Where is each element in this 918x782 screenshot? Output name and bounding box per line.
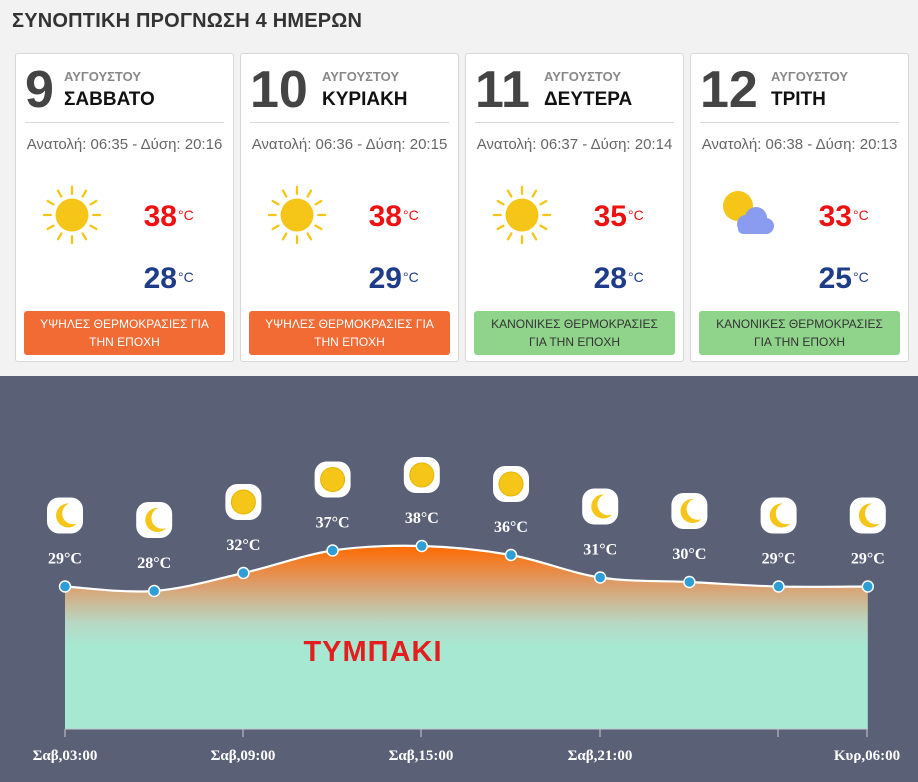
moon-icon <box>582 488 619 525</box>
day-number: 12 <box>700 61 758 119</box>
temp-label: 36°C <box>494 519 528 536</box>
month-label: ΑΥΓΟΥΣΤΟΥ <box>544 69 622 84</box>
temp-label: 38°C <box>405 510 439 527</box>
sun-icon <box>41 184 105 245</box>
sunrise-sunset: Ανατολή: 06:38 - Δύση: 20:13 <box>701 136 898 153</box>
forecast-card: 11 ΑΥΓΟΥΣΤΟΥ ΔΕΥΤΕΡΑ Ανατολή: 06:37 - Δύ… <box>465 53 684 362</box>
min-temp: 28 <box>143 262 177 295</box>
max-temp: 38 <box>143 200 177 233</box>
moon-icon <box>136 502 173 538</box>
sunrise-sunset: Ανατολή: 06:36 - Δύση: 20:15 <box>251 136 448 153</box>
data-point <box>683 575 696 589</box>
data-point <box>326 544 339 557</box>
min-temp-unit: °C <box>403 269 419 285</box>
min-temp: 28 <box>593 262 627 295</box>
temperature-area <box>65 545 868 729</box>
max-temp-unit: °C <box>403 207 419 223</box>
data-point <box>237 566 250 580</box>
weekday-label: ΚΥΡΙΑΚΗ <box>322 89 408 110</box>
x-tick-label: Σαβ,09:00 <box>211 748 276 764</box>
temperature-badge: ΥΨΗΛΕΣ ΘΕΡΜΟΚΡΑΣΙΕΣ ΓΙΑ ΤΗΝ ΕΠΟΧΗ <box>24 311 225 355</box>
x-tick-label: Σαβ,21:00 <box>568 748 633 764</box>
min-temp-unit: °C <box>178 269 194 285</box>
sunrise-sunset: Ανατολή: 06:35 - Δύση: 20:16 <box>26 136 223 153</box>
data-point <box>147 584 161 598</box>
forecast-card: 10 ΑΥΓΟΥΣΤΟΥ ΚΥΡΙΑΚΗ Ανατολή: 06:36 - Δύ… <box>240 53 459 362</box>
max-temp: 33 <box>818 200 852 233</box>
data-point <box>415 539 429 553</box>
min-temp: 29 <box>368 262 402 295</box>
hourly-temperature-chart: 29°C 28°C 32°C 37°C 38°C 36°C 31°C 30°C 29°C 29°C… <box>0 376 918 782</box>
max-temp-unit: °C <box>628 207 644 223</box>
max-temp-unit: °C <box>178 207 194 223</box>
sun-icon <box>225 484 262 520</box>
moon-icon <box>760 497 797 534</box>
x-tick-label: Σαβ,15:00 <box>389 748 454 764</box>
sun-icon <box>403 457 440 493</box>
sun-icon <box>266 184 330 245</box>
min-temp-unit: °C <box>853 269 869 285</box>
weekday-label: ΣΑΒΒΑΤΟ <box>64 89 155 110</box>
temp-label: 31°C <box>583 542 617 559</box>
x-tick-label: Σαβ,03:00 <box>33 748 98 764</box>
month-label: ΑΥΓΟΥΣΤΟΥ <box>322 69 400 84</box>
place-name: ΤΥΜΠΑΚΙ <box>303 636 442 668</box>
min-temp: 25 <box>818 262 852 295</box>
data-point <box>772 580 785 593</box>
min-temp-unit: °C <box>628 269 644 285</box>
temp-label: 29°C <box>48 551 82 568</box>
divider <box>250 122 449 123</box>
divider <box>25 122 224 123</box>
temp-label: 32°C <box>226 537 260 554</box>
forecast-card: 9 ΑΥΓΟΥΣΤΟΥ ΣΑΒΒΑΤΟ Ανατολή: 06:35 - Δύσ… <box>15 53 234 362</box>
max-temp-unit: °C <box>853 207 869 223</box>
month-label: ΑΥΓΟΥΣΤΟΥ <box>771 69 849 84</box>
day-number: 11 <box>475 61 530 119</box>
temperature-badge: ΚΑΝΟΝΙΚΕΣ ΘΕΡΜΟΚΡΑΣΙΕΣ ΓΙΑ ΤΗΝ ΕΠΟΧΗ <box>474 311 675 355</box>
moon-icon <box>671 493 708 529</box>
sun-icon <box>491 184 555 245</box>
weekday-label: ΤΡΙΤΗ <box>771 89 826 110</box>
temperature-badge: ΥΨΗΛΕΣ ΘΕΡΜΟΚΡΑΣΙΕΣ ΓΙΑ ΤΗΝ ΕΠΟΧΗ <box>249 311 450 355</box>
partly-cloudy-icon <box>716 184 780 244</box>
temp-label: 29°C <box>762 551 796 568</box>
chart-svg: 29°C 28°C 32°C 37°C 38°C 36°C 31°C 30°C 29°C 29°C… <box>33 457 900 764</box>
page-title: ΣΥΝΟΠΤΙΚΗ ΠΡΟΓΝΩΣΗ 4 ΗΜΕΡΩΝ <box>12 10 363 32</box>
day-number: 9 <box>25 61 54 119</box>
temp-label: 30°C <box>672 546 706 563</box>
sunrise-sunset: Ανατολή: 06:37 - Δύση: 20:14 <box>476 136 673 153</box>
temperature-badge: ΚΑΝΟΝΙΚΕΣ ΘΕΡΜΟΚΡΑΣΙΕΣ ΓΙΑ ΤΗΝ ΕΠΟΧΗ <box>699 311 900 355</box>
sun-icon <box>314 461 351 498</box>
max-temp: 38 <box>368 200 402 233</box>
day-number: 10 <box>250 61 308 119</box>
data-point <box>593 571 607 584</box>
temp-label: 29°C <box>851 551 885 568</box>
temp-label: 37°C <box>316 515 350 532</box>
moon-icon <box>47 497 83 534</box>
divider <box>475 122 674 123</box>
moon-icon <box>849 497 886 534</box>
month-label: ΑΥΓΟΥΣΤΟΥ <box>64 69 142 84</box>
weekday-label: ΔΕΥΤΕΡΑ <box>544 89 633 110</box>
data-point <box>861 580 875 593</box>
data-point <box>504 548 518 562</box>
sun-icon <box>493 466 529 502</box>
divider <box>700 122 899 123</box>
data-point <box>58 580 72 593</box>
forecast-card: 12 ΑΥΓΟΥΣΤΟΥ ΤΡΙΤΗ Ανατολή: 06:38 - Δύση… <box>690 53 909 362</box>
temperature-line <box>64 544 868 593</box>
x-tick-label: Κυρ,06:00 <box>834 748 900 764</box>
temp-label: 28°C <box>137 555 171 572</box>
max-temp: 35 <box>593 200 627 233</box>
